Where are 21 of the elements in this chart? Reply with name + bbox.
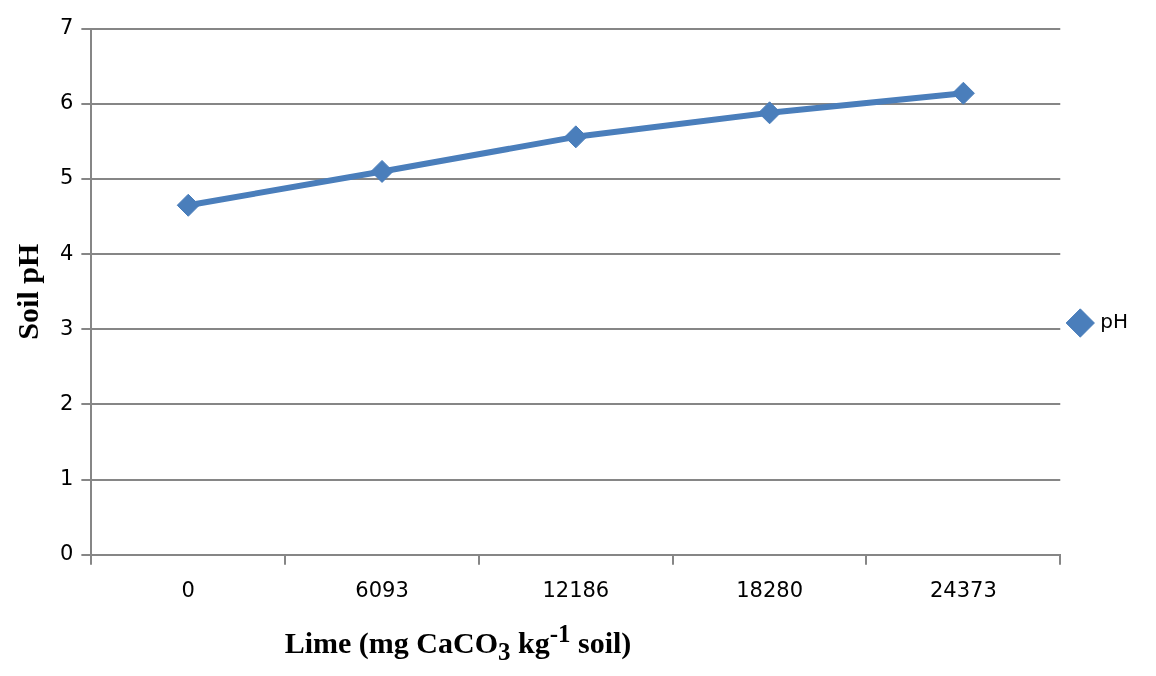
point <box>951 81 975 105</box>
point <box>370 159 394 183</box>
x-tick-label: 24373 <box>929 577 997 602</box>
y-tick-label: 6 <box>59 90 74 115</box>
x-tick-label: 6093 <box>355 577 409 602</box>
point <box>758 101 782 125</box>
y-tick-label: 5 <box>59 165 74 190</box>
y-tick-label: 1 <box>59 466 74 491</box>
y-axis-title: Soil pH <box>10 243 44 340</box>
x-axis-title: Lime (mg CaCO$_{3}$ kg$^{-1}$ soil) <box>283 620 633 666</box>
legend-label: pH <box>1100 309 1128 334</box>
y-tick-label: 2 <box>59 390 74 415</box>
x-tick-label: 18280 <box>736 577 803 602</box>
point <box>564 125 588 149</box>
y-tick-label: 7 <box>59 15 74 40</box>
x-tick-label: 0 <box>181 577 195 602</box>
y-tick-label: 4 <box>59 240 74 265</box>
x-tick-label: 12186 <box>542 577 610 602</box>
point <box>176 193 200 217</box>
y-tick-label: 0 <box>59 541 74 566</box>
y-tick-label: 3 <box>59 315 74 340</box>
